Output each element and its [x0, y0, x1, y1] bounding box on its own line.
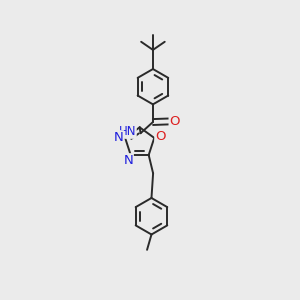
Text: N: N [124, 154, 133, 167]
Text: O: O [155, 130, 165, 143]
Text: O: O [169, 115, 180, 128]
Text: N: N [114, 131, 124, 144]
Text: HN: HN [119, 125, 136, 138]
